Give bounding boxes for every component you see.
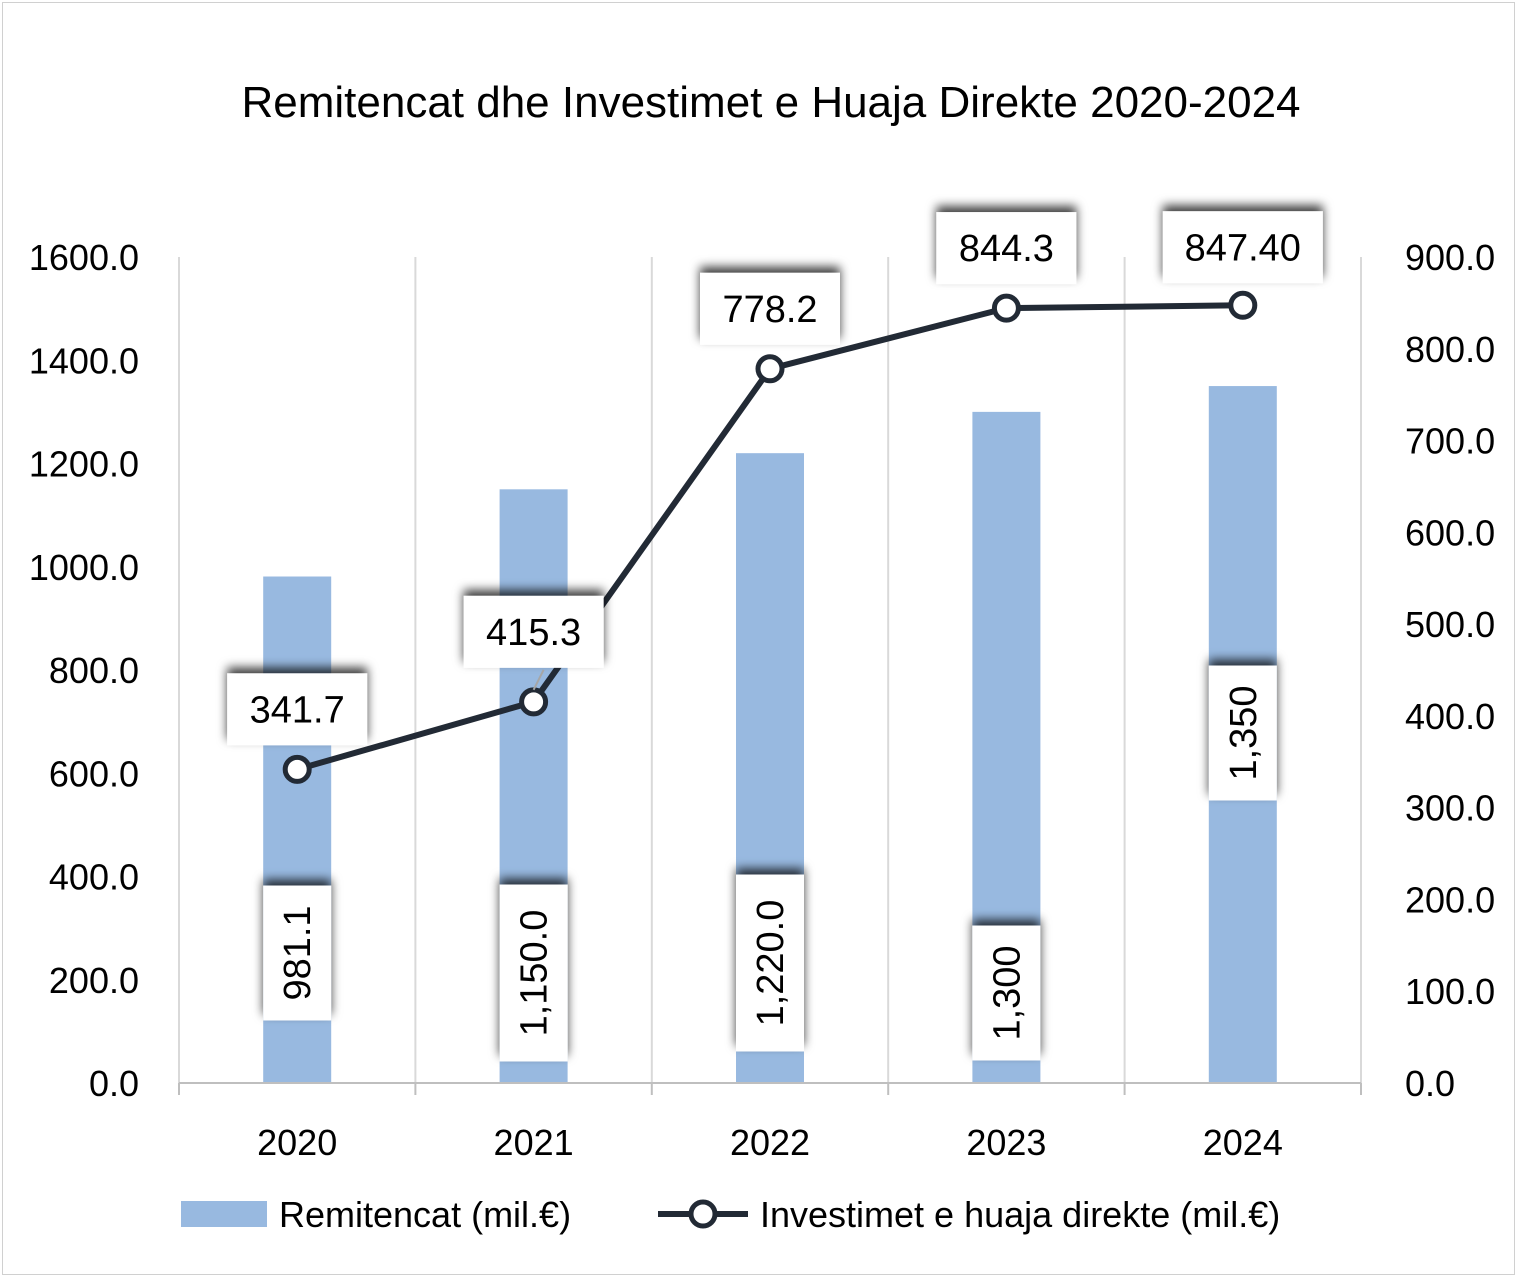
line-marker-2022 xyxy=(755,354,785,384)
data-labels: 981.1 1,150.0 1,220.0 1,300 1,350 341.7 415.3 7… xyxy=(227,211,1323,1062)
y-left-tick-label: 1000.0 xyxy=(29,547,139,588)
bar-data-label: 1,350 xyxy=(1223,685,1265,780)
chart-title: Remitencat dhe Investimet e Huaja Direkt… xyxy=(241,78,1300,127)
y-right-tick-label: 500.0 xyxy=(1405,604,1495,645)
y-right-tick-label: 700.0 xyxy=(1405,421,1495,462)
x-axis-category-label: 2020 xyxy=(257,1122,337,1163)
legend-label-investimet: Investimet e huaja direkte (mil.€) xyxy=(760,1194,1280,1235)
y-left-tick-label: 1200.0 xyxy=(29,444,139,485)
x-axis-category-label: 2024 xyxy=(1203,1122,1283,1163)
legend-label-remitencat: Remitencat (mil.€) xyxy=(279,1194,571,1235)
line-data-label: 847.40 xyxy=(1185,227,1301,269)
line-data-label-box xyxy=(936,212,1077,285)
x-axis-category-label: 2021 xyxy=(494,1122,574,1163)
y-left-tick-label: 400.0 xyxy=(49,857,139,898)
line-data-label-box xyxy=(700,272,840,345)
legend-marker-investimet xyxy=(688,1199,718,1229)
y-right-tick-label: 400.0 xyxy=(1405,696,1495,737)
x-axis-category-label: 2023 xyxy=(966,1122,1046,1163)
y-left-tick-label: 1600.0 xyxy=(29,237,139,278)
bar-data-label-box xyxy=(972,925,1041,1061)
x-axis-category-label: 2022 xyxy=(730,1122,810,1163)
line-data-label-box xyxy=(463,595,604,668)
line-data-label-box xyxy=(227,673,368,746)
line-data-label: 844.3 xyxy=(959,228,1054,270)
y-right-tick-label: 600.0 xyxy=(1405,512,1495,553)
bar-data-label-box xyxy=(1208,665,1277,801)
y-right-tick-label: 300.0 xyxy=(1405,788,1495,829)
line-data-label: 415.3 xyxy=(486,612,581,654)
y-right-tick-label: 100.0 xyxy=(1405,971,1495,1012)
line-data-label-box xyxy=(1162,211,1323,284)
y-left-tick-label: 600.0 xyxy=(49,753,139,794)
bar-data-label: 1,300 xyxy=(986,945,1028,1040)
data-label-leader-line xyxy=(532,669,545,691)
gridlines xyxy=(178,257,1362,1083)
y-right-tick-label: 0.0 xyxy=(1405,1063,1455,1104)
y-left-tick-label: 800.0 xyxy=(49,650,139,691)
bar-data-label: 1,220.0 xyxy=(750,900,792,1027)
line-data-label: 341.7 xyxy=(250,689,345,731)
legend: Remitencat (mil.€) Investimet e huaja dir… xyxy=(181,1194,1280,1235)
y-right-tick-label: 900.0 xyxy=(1405,237,1495,278)
bar-data-label: 1,150.0 xyxy=(514,910,556,1037)
y-left-tick-label: 200.0 xyxy=(49,960,139,1001)
line-marker-2021 xyxy=(519,687,549,717)
bar-data-label-box xyxy=(736,874,804,1052)
y-left-tick-label: 0.0 xyxy=(89,1063,139,1104)
bar-data-label-box xyxy=(499,884,568,1062)
bar-data-label-box xyxy=(263,885,332,1021)
bar-data-label: 981.1 xyxy=(277,905,319,1000)
y-left-tick-label: 1400.0 xyxy=(29,340,139,381)
line-marker-2024 xyxy=(1228,290,1258,320)
y-right-tick-label: 800.0 xyxy=(1405,329,1495,370)
y-right-tick-label: 200.0 xyxy=(1405,879,1495,920)
axes: 0.0 200.0 400.0 600.0 800.0 1000.0 1200.0 1400.… xyxy=(29,237,1495,1163)
line-data-label: 778.2 xyxy=(722,289,817,331)
line-marker-2020 xyxy=(282,754,312,784)
combo-chart: Remitencat dhe Investimet e Huaja Direkt… xyxy=(29,78,1495,1235)
legend-swatch-remitencat xyxy=(181,1201,267,1227)
line-series-investimet xyxy=(282,290,1258,784)
line-marker-2023 xyxy=(991,293,1021,323)
